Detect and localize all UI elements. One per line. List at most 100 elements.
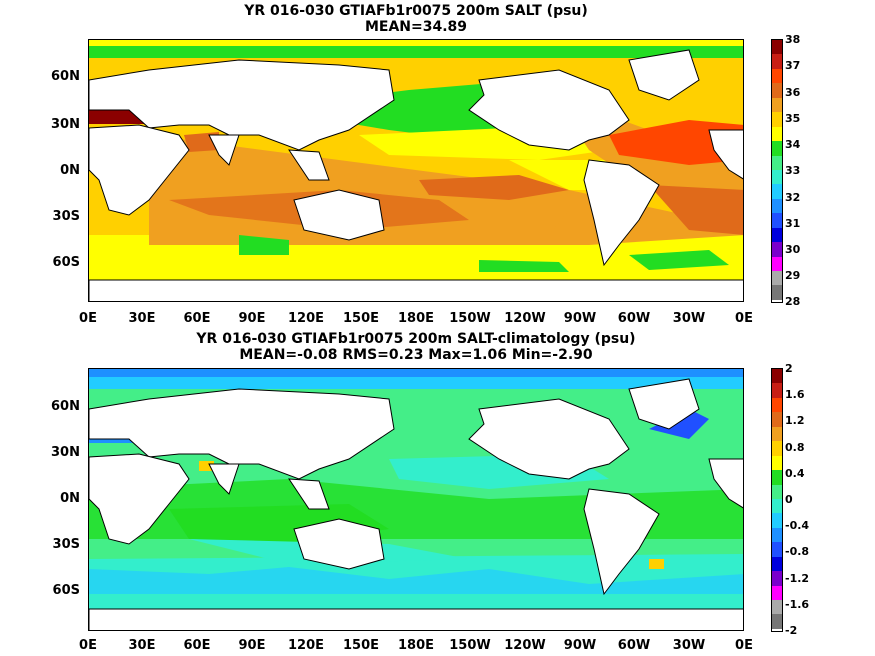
panel2-lon-label: 30E (128, 638, 156, 653)
colorbar-segment (772, 54, 782, 69)
panel2-lon-label: 30W (672, 638, 706, 653)
panel1-colorbar-tick: 36 (785, 86, 801, 99)
panel2-lon-label: 60E (183, 638, 211, 653)
panel1-lon-label: 0E (735, 311, 753, 326)
colorbar-segment (772, 585, 782, 600)
colorbar-segment (772, 542, 782, 557)
panel2-colorbar-tick: 0.8 (785, 441, 805, 454)
panel2-colorbar (771, 368, 783, 632)
panel2-lon-label: 0E (79, 638, 97, 653)
colorbar-segment (772, 383, 782, 398)
panel1-lon-label: 0E (79, 311, 97, 326)
panel2-colorbar-tick: 0 (785, 493, 793, 506)
colorbar-segment (772, 141, 782, 156)
panel2-stats: MEAN=-0.08 RMS=0.23 Max=1.06 Min=-2.90 (239, 347, 593, 363)
panel2-colorbar-tick: -1.2 (785, 572, 810, 585)
panel1-colorbar-tick: 37 (785, 59, 801, 72)
colorbar-segment (772, 285, 782, 300)
panel2-lat-label-60S: 60S (52, 583, 80, 598)
panel1-colorbar-tick: 32 (785, 191, 801, 204)
panel1-colorbar-tick: 28 (785, 295, 801, 308)
panel2-lon-label: 90E (238, 638, 266, 653)
panel2-lon-label: 150E (342, 638, 380, 653)
panel1-colorbar-tick: 30 (785, 243, 801, 256)
colorbar-segment (772, 571, 782, 586)
panel1-lon-label: 150E (342, 311, 380, 326)
panel1-colorbar-tick: 29 (785, 269, 801, 282)
panel1-colorbar-tick: 35 (785, 112, 801, 125)
panel1-lon-label: 30W (672, 311, 706, 326)
panel2-lat-label-0N: 0N (60, 491, 80, 506)
panel1-colorbar-tick: 38 (785, 33, 801, 46)
panel1-lon-label: 90W (563, 311, 597, 326)
panel1-lon-label: 120E (287, 311, 325, 326)
colorbar-segment (772, 242, 782, 257)
panel1-lon-label: 60W (617, 311, 651, 326)
panel2-anomaly-map (88, 368, 744, 631)
colorbar-segment (772, 527, 782, 543)
panel1-lat-label-60N: 60N (51, 69, 80, 84)
colorbar-segment (772, 441, 782, 456)
colorbar-segment (772, 556, 782, 572)
panel1-lon-label: 90E (238, 311, 266, 326)
colorbar-segment (772, 397, 782, 413)
colorbar-segment (772, 184, 782, 199)
panel2-colorbar-tick: 1.2 (785, 414, 805, 427)
panel1-lat-label-30S: 30S (52, 209, 80, 224)
colorbar-segment (772, 513, 782, 528)
colorbar-segment (772, 227, 782, 243)
colorbar-segment (772, 369, 782, 384)
colorbar-segment (772, 68, 782, 84)
colorbar-segment (772, 455, 782, 471)
colorbar-segment (772, 40, 782, 55)
colorbar-segment (772, 213, 782, 228)
panel2-lon-label: 180E (397, 638, 435, 653)
colorbar-segment (772, 600, 782, 615)
panel2-colorbar-tick: 2 (785, 362, 793, 375)
panel2-colorbar-tick: -2 (785, 624, 798, 637)
colorbar-segment (772, 112, 782, 127)
panel2-lat-label-60N: 60N (51, 399, 80, 414)
panel1-lon-label: 30E (128, 311, 156, 326)
panel1-lat-label-60S: 60S (52, 255, 80, 270)
panel2-lon-label: 90W (563, 638, 597, 653)
colorbar-segment (772, 155, 782, 170)
panel1-lat-label-30N: 30N (51, 117, 80, 132)
panel2-lat-label-30N: 30N (51, 445, 80, 460)
colorbar-segment (772, 271, 782, 286)
colorbar-segment (772, 198, 782, 214)
panel2-lon-label: 120W (504, 638, 546, 653)
colorbar-segment (772, 83, 782, 98)
panel1-lon-label: 180E (397, 311, 435, 326)
panel2-colorbar-tick: -1.6 (785, 598, 810, 611)
panel2-lat-label-30S: 30S (52, 537, 80, 552)
panel1-colorbar-tick: 31 (785, 217, 801, 230)
panel2-colorbar-tick: 0.4 (785, 467, 805, 480)
panel1-colorbar (771, 39, 783, 303)
colorbar-segment (772, 412, 782, 427)
panel1-colorbar-tick: 33 (785, 164, 801, 177)
panel1-lon-label: 150W (449, 311, 491, 326)
colorbar-segment (772, 426, 782, 442)
colorbar-segment (772, 97, 782, 113)
colorbar-segment (772, 498, 782, 514)
colorbar-segment (772, 614, 782, 629)
colorbar-segment (772, 470, 782, 485)
panel2-colorbar-tick: 1.6 (785, 388, 805, 401)
panel1-title: YR 016-030 GTIAFb1r0075 200m SALT (psu) (244, 3, 588, 19)
panel2-lon-label: 150W (449, 638, 491, 653)
colorbar-segment (772, 256, 782, 271)
panel1-lon-label: 120W (504, 311, 546, 326)
panel2-lon-label: 60W (617, 638, 651, 653)
panel2-lon-label: 120E (287, 638, 325, 653)
panel1-lon-label: 60E (183, 311, 211, 326)
panel1-salinity-map (88, 39, 744, 302)
colorbar-segment (772, 484, 782, 499)
panel1-stats: MEAN=34.89 (364, 19, 468, 35)
panel1-colorbar-tick: 34 (785, 138, 801, 151)
panel2-lon-label: 0E (735, 638, 753, 653)
panel1-lat-label-0N: 0N (60, 163, 80, 178)
panel2-colorbar-tick: -0.4 (785, 519, 810, 532)
panel2-colorbar-tick: -0.8 (785, 545, 810, 558)
panel2-title: YR 016-030 GTIAFb1r0075 200m SALT-climat… (196, 331, 636, 347)
